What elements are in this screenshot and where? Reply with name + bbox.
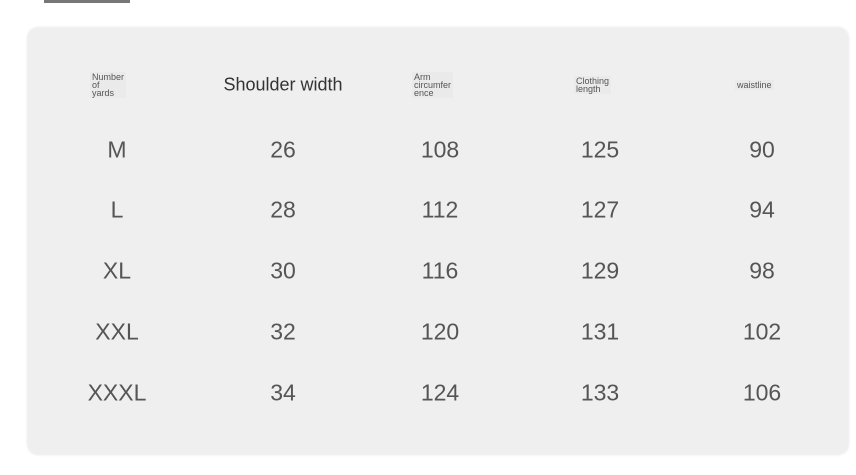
cell-arm: 108 — [420, 136, 460, 163]
cell-waist: 106 — [742, 379, 782, 406]
cell-size: XL — [102, 257, 132, 284]
header-waist: waistline — [735, 80, 774, 90]
cell-length: 125 — [580, 136, 620, 163]
header-size: Number of yards — [90, 72, 127, 98]
cell-length: 133 — [580, 379, 620, 406]
cell-arm: 120 — [420, 318, 460, 345]
cell-waist: 94 — [749, 196, 775, 223]
cell-arm: 116 — [421, 257, 459, 284]
cell-shoulder: 32 — [270, 318, 296, 345]
header-shoulder: Shoulder width — [223, 74, 343, 95]
cell-length: 131 — [580, 318, 620, 345]
cell-size: M — [107, 136, 127, 163]
cell-arm: 124 — [420, 379, 460, 406]
cell-shoulder: 26 — [270, 136, 296, 163]
cell-waist: 98 — [749, 257, 775, 284]
size-chart-card: Number of yards Shoulder width Arm circumf… — [28, 28, 848, 454]
cell-shoulder: 28 — [270, 196, 296, 223]
cell-size: XXL — [95, 318, 139, 345]
cell-size: XXXL — [87, 379, 147, 406]
cell-waist: 90 — [749, 136, 775, 163]
cell-length: 127 — [580, 196, 620, 223]
header-arm: Arm circumfer ence — [412, 72, 454, 98]
cell-waist: 102 — [742, 318, 782, 345]
top-bar-decoration — [44, 0, 130, 3]
cell-shoulder: 30 — [270, 257, 296, 284]
cell-arm: 112 — [421, 196, 459, 223]
cell-size: L — [110, 196, 124, 223]
header-length: Clothing length — [574, 76, 612, 94]
cell-shoulder: 34 — [270, 379, 296, 406]
cell-length: 129 — [580, 257, 620, 284]
